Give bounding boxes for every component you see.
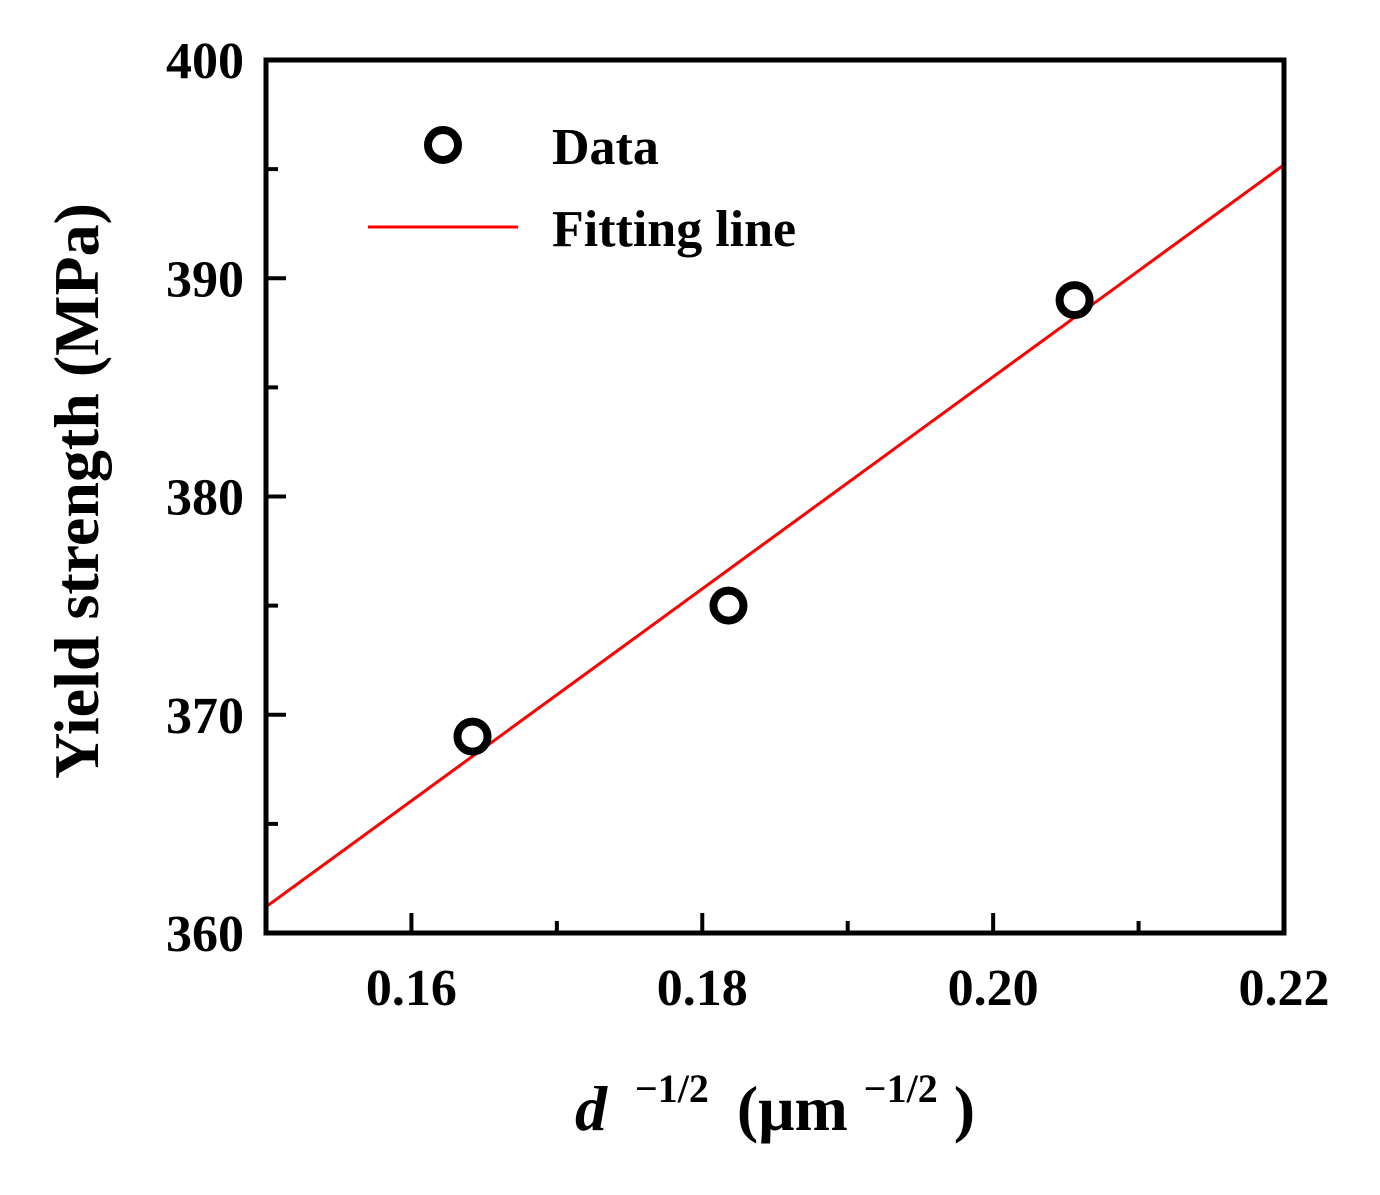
x-axis-title-unit-exponent: −1/2 [864, 1066, 938, 1111]
data-point [453, 717, 492, 756]
series-layer [266, 163, 1284, 909]
x-axis-title-unit-suffix: ) [954, 1073, 975, 1144]
x-tick-label: 0.22 [1239, 960, 1330, 1017]
x-tick-label: 0.20 [948, 960, 1039, 1017]
data-point [1055, 281, 1094, 320]
legend-data-label: Data [552, 119, 659, 176]
y-axis-title: Yield strength (MPa) [41, 203, 112, 779]
major-ticks [266, 276, 996, 933]
x-axis-title-base-exponent: −1/2 [635, 1066, 709, 1111]
plot-frame [263, 57, 1287, 936]
minor-ticks [266, 167, 1141, 933]
tick-labels: 0.16 0.18 0.20 0.22 360 370 380 390 400 [166, 33, 1330, 1017]
x-tick-label: 0.16 [366, 960, 457, 1017]
y-tick-label: 380 [166, 470, 244, 527]
y-tick-label: 360 [166, 906, 244, 963]
legend-fit-label: Fitting line [552, 201, 796, 258]
y-tick-label: 400 [166, 33, 244, 90]
data-point [709, 586, 748, 625]
fitting-line [266, 163, 1284, 909]
y-tick-label: 390 [166, 251, 244, 308]
x-axis-title-base: d [575, 1073, 608, 1144]
x-axis-title-unit-prefix: (μm [737, 1073, 848, 1144]
x-tick-label: 0.18 [657, 960, 748, 1017]
legend-data-marker [424, 126, 462, 164]
y-tick-label: 370 [166, 688, 244, 745]
legend: Data Fitting line [368, 119, 796, 258]
x-axis-title: d −1/2 (μm −1/2 ) [575, 1045, 975, 1144]
